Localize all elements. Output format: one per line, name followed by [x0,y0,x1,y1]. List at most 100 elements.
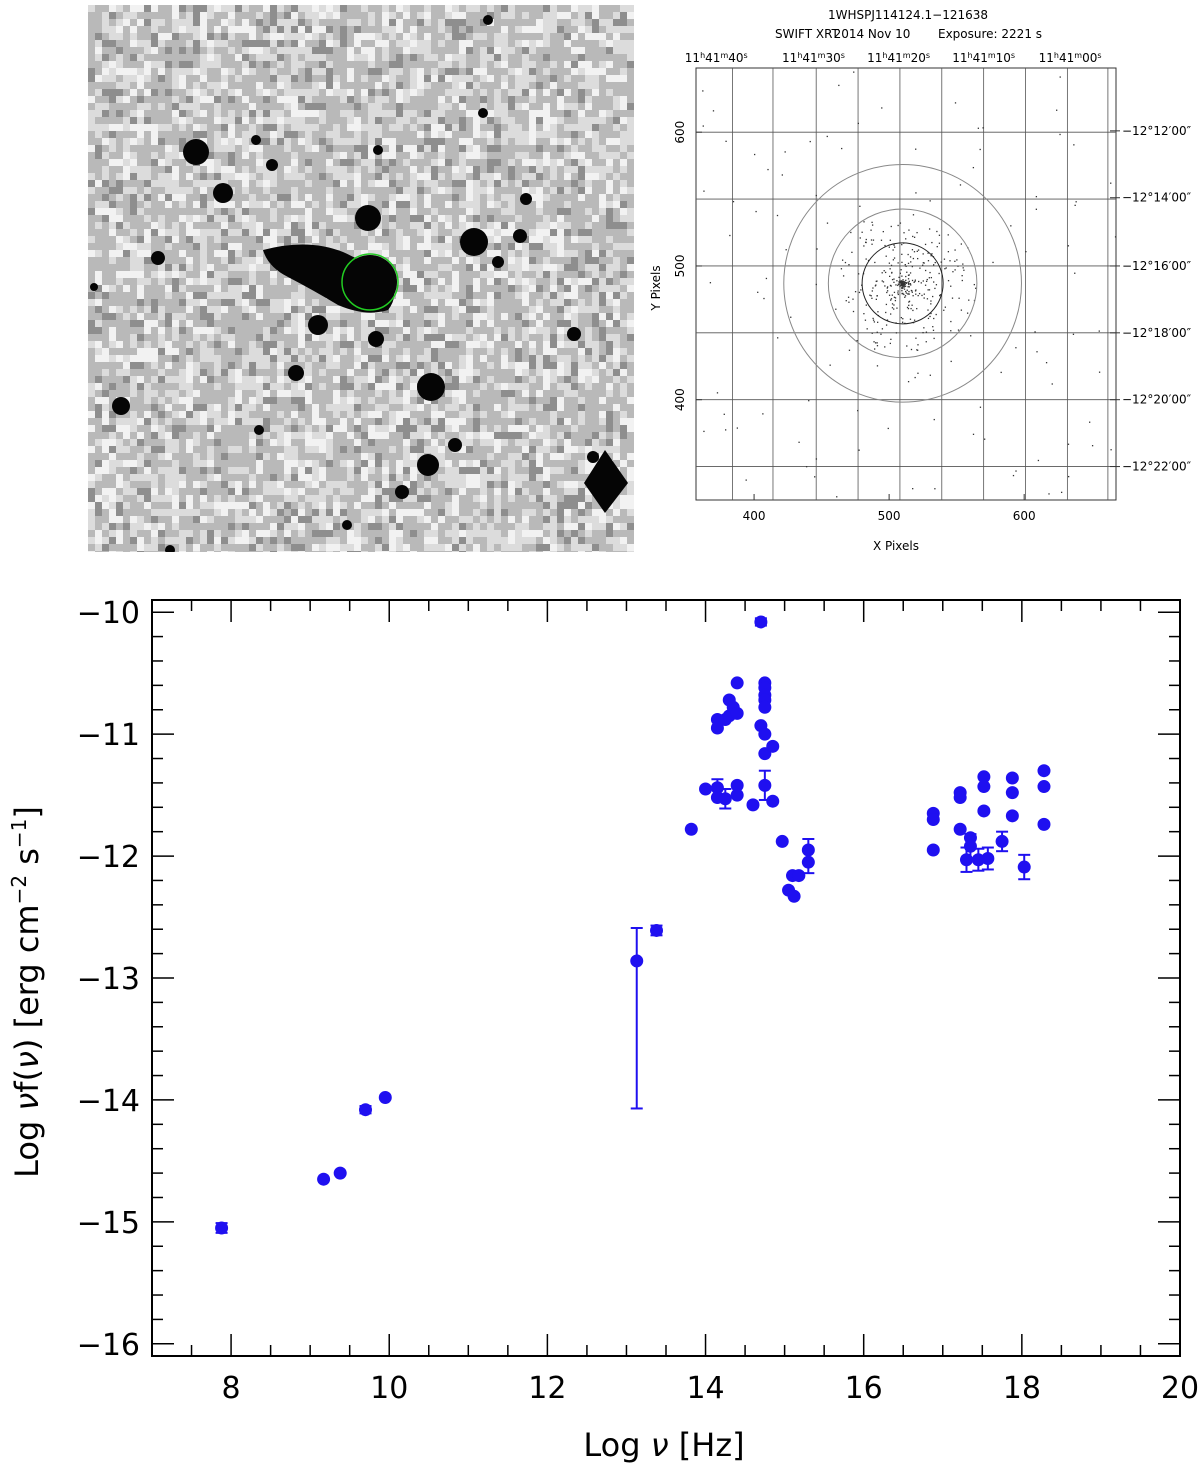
xrt-event [950,330,952,332]
sed-data-point [963,839,977,853]
optical-star [213,183,233,203]
xrt-event [895,332,898,334]
xrt-event [908,286,910,288]
xrt-event [975,287,977,289]
xrt-event [949,260,951,262]
xrt-event [930,255,932,257]
xrt-event [935,284,938,286]
xrt-event [925,331,928,333]
xrt-event [908,274,910,276]
xrt-event [970,335,972,337]
xrt-event [1089,421,1091,423]
xrt-image: 1WHSPJ114124.1−121638 SWIFT XRT 2014 Nov… [649,8,1192,553]
optical-star [460,228,488,256]
xrt-event [899,285,901,288]
xrt-event [767,168,769,171]
xrt-event [908,300,911,302]
xrt-event [757,291,759,293]
xrt-event [929,374,931,376]
xrt-event [1059,133,1061,136]
xrt-event [901,275,903,277]
xrt-event [905,238,907,240]
sed-data-point [1037,764,1051,778]
xrt-event [917,349,919,351]
sed-x-tick-label: 8 [222,1371,241,1406]
xrt-event [889,342,891,345]
xrt-event [906,306,909,309]
xrt-event [891,294,893,296]
optical-star [288,365,304,381]
xrt-event [912,488,914,490]
xrt-event [912,235,914,238]
xrt-event [848,349,851,351]
xrt-event [910,348,913,351]
xrt-event [939,294,941,297]
xrt-event [917,372,919,374]
xrt-event [917,344,919,346]
xrt-event [915,148,917,150]
xrt-event [900,284,902,286]
xrt-event [915,192,917,194]
xrt-event [842,275,845,277]
xrt-event [765,277,768,280]
xrt-event [924,284,927,286]
xrt-event [897,293,899,296]
xrt-event [947,279,950,282]
sed-x-tick-label: 10 [370,1371,408,1406]
xrt-event [876,331,878,333]
xrt-event [1036,351,1038,353]
sed-data-point [766,794,780,808]
xrt-event [928,228,931,230]
xrt-event [929,315,931,318]
xrt-event [874,285,877,287]
xrt-event [908,229,910,231]
xrt-event [893,257,896,259]
sed-data-point [754,615,768,629]
xrt-event [1000,371,1002,374]
xrt-event [918,292,921,295]
sed-data-point [378,1090,392,1104]
xrt-event [899,281,901,284]
xrt-event [871,290,873,292]
xrt-event [874,261,876,264]
xrt-event [902,284,904,286]
xrt-event [977,127,980,129]
xrt-event [910,261,912,263]
source-marker-circle [341,253,399,311]
xrt-event [861,231,863,233]
xrt-event [887,427,889,430]
xrt-event [897,224,899,227]
xrt-event [926,298,929,300]
xrt-event [906,271,908,273]
xrt-event [902,283,904,285]
xrt-event [894,299,897,302]
xrt-event [963,269,965,271]
sed-ylabel: Log νf(ν) [erg cm−2 s−1] [7,806,46,1178]
xrt-event [890,313,892,315]
xrt-event [908,293,910,295]
xrt-event [933,281,935,283]
optical-star [112,397,130,415]
sed-data-point [775,834,789,848]
sed-data-point [317,1172,331,1186]
xrt-event [901,287,903,290]
sed-x-tick-label: 16 [845,1371,883,1406]
xrt-event [914,279,917,281]
sed-data-point [333,1166,347,1180]
xrt-event [992,261,994,264]
xrt-event [1073,144,1075,146]
sed-x-tick-label: 20 [1161,1371,1199,1406]
xrt-event [907,262,910,265]
xrt-event [1045,362,1048,364]
optical-star [90,283,98,291]
xrt-event [841,147,843,150]
xrt-event [873,341,875,343]
xrt-event [954,269,956,271]
optical-star [478,108,488,118]
xrt-event [923,293,925,295]
xrt-event [863,245,865,247]
xrt-event [912,309,914,312]
xrt-event [894,297,897,299]
xrt-event [897,284,899,287]
optical-star [183,139,209,165]
